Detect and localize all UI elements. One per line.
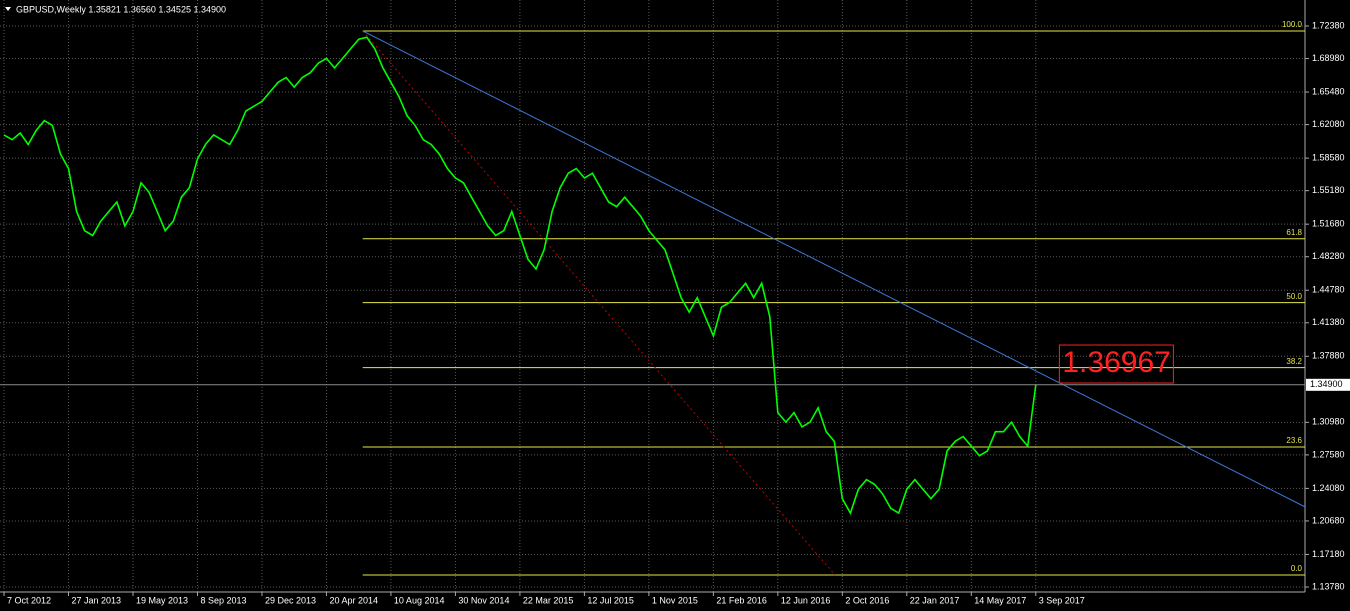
y-tick-label: 1.58580 [1312,152,1345,162]
x-tick-label: 29 Dec 2013 [265,595,316,605]
annotation-label: 1.36967 [1062,346,1170,379]
x-tick-label: 10 Aug 2014 [394,595,445,605]
fibo-label: 50.0 [1286,292,1302,301]
current-price-box [1306,378,1350,391]
trendline [362,30,1306,508]
annotation-box [1058,344,1174,384]
x-tick-label: 12 Jul 2015 [587,595,634,605]
x-tick-label: 22 Jan 2017 [910,595,960,605]
y-tick-label: 1.55180 [1312,185,1345,195]
y-tick-label: 1.24080 [1312,483,1345,493]
fibo-diagonal [362,30,836,576]
y-tick-label: 1.65480 [1312,86,1345,96]
x-tick-label: 12 Jun 2016 [781,595,831,605]
y-tick-label: 1.48280 [1312,251,1345,261]
x-tick-label: 27 Jan 2013 [72,595,122,605]
y-tick-label: 1.30980 [1312,417,1345,427]
x-tick-label: 22 Mar 2015 [523,595,574,605]
fibo-label: 38.2 [1286,357,1302,366]
x-tick-label: 19 May 2013 [136,595,188,605]
y-tick-label: 1.51680 [1312,219,1345,229]
x-tick-label: 3 Sep 2017 [1039,595,1085,605]
x-tick-label: 2 Oct 2016 [845,595,889,605]
y-tick-label: 1.37880 [1312,351,1345,361]
y-tick-label: 1.13780 [1312,581,1345,591]
y-tick-label: 1.27580 [1312,449,1345,459]
x-tick-label: 30 Nov 2014 [458,595,509,605]
x-tick-label: 7 Oct 2012 [7,595,51,605]
fibo-label: 100.0 [1282,20,1303,29]
y-tick-label: 1.17180 [1312,549,1345,559]
price-line [3,36,1037,516]
fibo-label: 0.0 [1291,564,1303,573]
chart-title: GBPUSD,Weekly 1.35821 1.36560 1.34525 1.… [16,4,226,14]
current-price-label: 1.34900 [1310,379,1343,389]
menu-arrow[interactable] [5,7,11,11]
y-tick-label: 1.68980 [1312,53,1345,63]
y-tick-label: 1.41380 [1312,317,1345,327]
fibo-label: 61.8 [1286,228,1302,237]
y-tick-label: 1.44780 [1312,285,1345,295]
x-tick-label: 8 Sep 2013 [200,595,246,605]
x-tick-label: 21 Feb 2016 [716,595,767,605]
fibo-label: 23.6 [1286,436,1302,445]
y-tick-label: 1.72380 [1312,20,1345,30]
x-tick-label: 14 May 2017 [974,595,1026,605]
y-tick-label: 1.62080 [1312,119,1345,129]
y-tick-label: 1.20680 [1312,515,1345,525]
x-tick-label: 20 Apr 2014 [329,595,378,605]
x-tick-label: 1 Nov 2015 [652,595,698,605]
